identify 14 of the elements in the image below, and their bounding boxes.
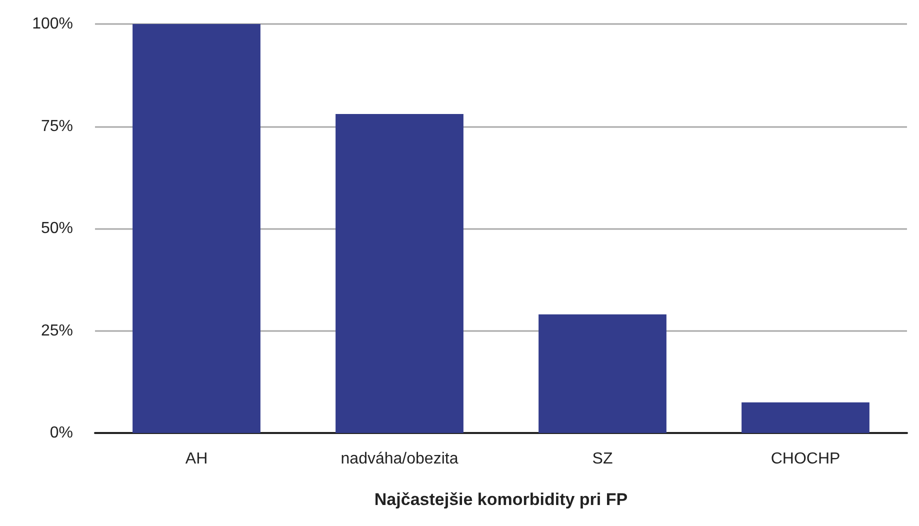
bar bbox=[742, 402, 870, 433]
bar bbox=[538, 314, 666, 433]
y-tick-label: 100% bbox=[32, 16, 73, 32]
x-tick-label: CHOCHP bbox=[770, 450, 840, 468]
x-tick-label: nadváha/obezita bbox=[340, 450, 458, 468]
x-tick-label: SZ bbox=[592, 450, 613, 468]
bar bbox=[132, 24, 260, 433]
y-tick-label: 50% bbox=[40, 220, 73, 237]
x-axis-title: Najčastejšie komorbidity pri FP bbox=[374, 490, 628, 509]
x-tick-label: AH bbox=[185, 450, 208, 468]
y-tick-label: 75% bbox=[40, 118, 73, 135]
bar bbox=[336, 114, 464, 433]
y-tick-label: 0% bbox=[50, 424, 73, 442]
y-tick-label: 25% bbox=[40, 322, 73, 340]
